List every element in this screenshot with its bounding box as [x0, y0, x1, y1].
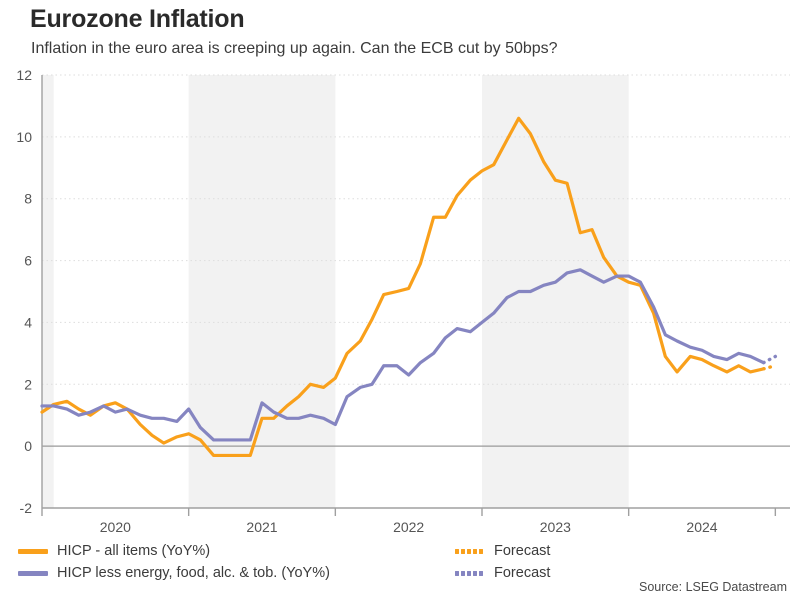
- legend-item[interactable]: HICP less energy, food, alc. & tob. (YoY…: [18, 562, 330, 584]
- chart-legend: HICP - all items (YoY%) HICP less energy,…: [0, 538, 801, 586]
- x-axis-tick-label: 2022: [393, 519, 424, 535]
- legend-dot: [467, 548, 471, 554]
- chart-subtitle: Inflation in the euro area is creeping u…: [31, 40, 558, 57]
- legend-swatch-dotted: [455, 570, 485, 576]
- shaded-band: [42, 75, 54, 508]
- forecast-line: [761, 354, 778, 365]
- series-line: [40, 268, 766, 442]
- legend-swatch-solid: [18, 570, 48, 576]
- series-line: [40, 116, 766, 458]
- legend-dot: [467, 570, 471, 576]
- legend-dot: [461, 570, 465, 576]
- legend-item[interactable]: HICP - all items (YoY%): [18, 540, 210, 562]
- legend-label: HICP - all items (YoY%): [57, 543, 211, 559]
- y-axis-tick-label: 0: [24, 438, 32, 454]
- y-axis-tick-label: -2: [20, 500, 33, 516]
- y-axis-tick-label: 2: [24, 376, 32, 392]
- page-title: Eurozone Inflation: [30, 5, 245, 33]
- forecast-line: [761, 364, 778, 371]
- x-axis-tick-label: 2023: [540, 519, 571, 535]
- y-axis-tick-label: 8: [24, 191, 32, 207]
- legend-swatch-solid: [18, 548, 48, 554]
- x-axis-tick-label: 2024: [686, 519, 717, 535]
- source-note: Source: LSEG Datastream: [639, 580, 787, 594]
- y-axis-tick-label: 4: [24, 314, 32, 330]
- shaded-band: [188, 75, 336, 508]
- legend-swatch-dotted: [455, 548, 485, 554]
- y-axis-tick-label: 6: [24, 253, 32, 269]
- legend-dot: [455, 570, 459, 576]
- legend-label: Forecast: [494, 543, 551, 559]
- legend-label: Forecast: [494, 565, 551, 581]
- y-axis-tick-label: 10: [16, 129, 32, 145]
- legend-dot: [473, 548, 477, 554]
- legend-dot: [479, 570, 483, 576]
- legend-item[interactable]: Forecast: [455, 562, 550, 584]
- legend-dot: [461, 548, 465, 554]
- legend-label: HICP less energy, food, alc. & tob. (YoY…: [57, 565, 330, 581]
- legend-dot: [455, 548, 459, 554]
- legend-item[interactable]: Forecast: [455, 540, 550, 562]
- x-axis-tick-label: 2021: [246, 519, 277, 535]
- legend-dot: [473, 570, 477, 576]
- legend-dot: [479, 548, 483, 554]
- shaded-band: [482, 75, 629, 508]
- x-axis-tick-label: 2020: [100, 519, 131, 535]
- y-axis-tick-label: 12: [16, 67, 32, 83]
